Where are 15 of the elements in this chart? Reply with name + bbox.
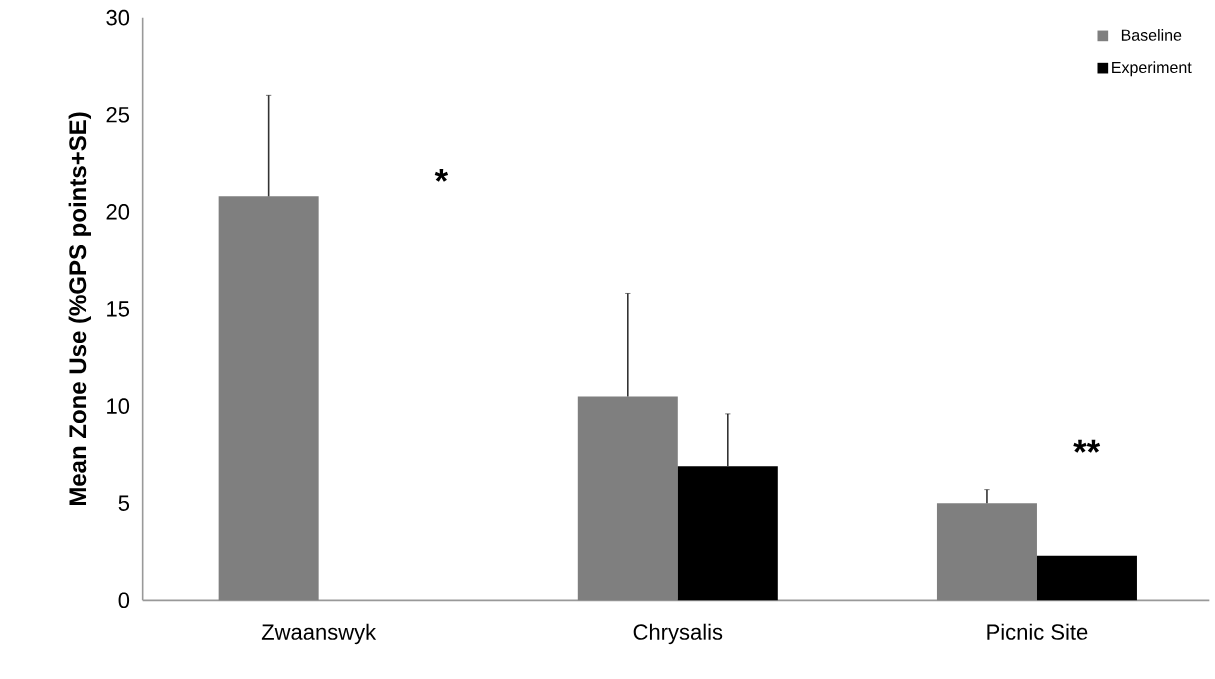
legend-label: Experiment (1112, 61, 1192, 77)
y-tick-label: 25 (106, 106, 130, 123)
y-tick-label: 20 (106, 204, 130, 220)
y-tick-label: 5 (118, 495, 130, 511)
y-tick-label: 0 (118, 592, 130, 609)
legend-label: Baseline (1121, 29, 1182, 41)
x-tick-label: Chrysalis (633, 623, 723, 645)
annotation: * (434, 168, 449, 182)
y-tick-label: 15 (107, 301, 130, 317)
y-tick-label: 10 (107, 398, 130, 414)
x-tick-label: Picnic Site (987, 623, 1088, 640)
annotation: ** (1073, 439, 1101, 453)
y-axis-title: Mean Zone Use (%GPS points+SE) (68, 112, 91, 506)
x-tick-label: Zwaanswyk (261, 623, 377, 645)
y-tick-label: 30 (106, 9, 130, 26)
